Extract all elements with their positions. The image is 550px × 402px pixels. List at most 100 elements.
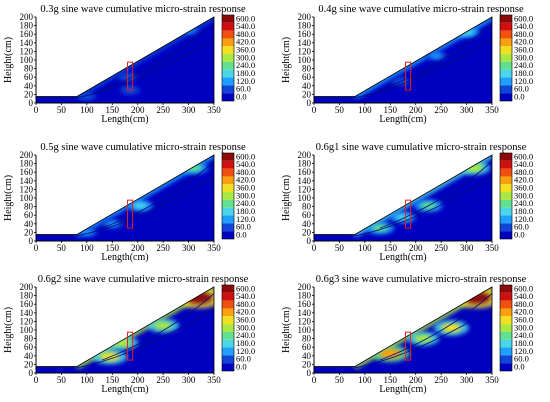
y-tick-label: 100	[20, 55, 34, 65]
contour-line	[76, 176, 214, 237]
y-tick-label: 60	[24, 342, 34, 352]
y-tick-label: 40	[24, 351, 34, 361]
y-tick-label: 100	[20, 325, 34, 335]
colorbar-swatch	[222, 69, 234, 78]
y-tick-label: 200	[20, 150, 34, 160]
colorbar-tick-label: 0.0	[236, 361, 247, 371]
x-axis-label: Length(cm)	[101, 384, 148, 395]
colorbar-tick-label: 600.0	[514, 283, 533, 293]
x-tick-label: 100	[358, 105, 372, 115]
colorbar-tick-label: 600.0	[514, 151, 533, 161]
x-tick-label: 50	[335, 105, 345, 115]
x-tick-label: 150	[106, 375, 120, 385]
x-tick-label: 100	[80, 375, 94, 385]
x-tick-label: 50	[57, 243, 67, 253]
y-tick-label: 80	[24, 202, 34, 212]
colorbar-tick-label: 0.0	[236, 229, 247, 239]
colorbar-swatch	[500, 93, 512, 101]
contour-line	[101, 293, 214, 361]
colorbar-swatch	[500, 38, 512, 47]
y-tick-label: 160	[20, 299, 34, 309]
chart-panel-1: 0.3g sine wave cumulative micro-strain r…	[3, 4, 255, 125]
y-tick-label: 140	[298, 308, 312, 318]
colorbar-tick-label: 0.0	[514, 91, 525, 101]
slope-domain	[314, 287, 492, 373]
x-tick-label: 250	[434, 105, 448, 115]
colorbar-swatch	[222, 285, 234, 293]
y-tick-label: 140	[20, 38, 34, 48]
y-tick-label: 0	[29, 236, 34, 246]
colorbar-swatch	[500, 199, 512, 208]
x-tick-label: 350	[485, 105, 499, 115]
x-tick-label: 250	[434, 243, 448, 253]
x-tick-label: 150	[384, 105, 398, 115]
x-tick-label: 300	[182, 375, 196, 385]
x-tick-label: 0	[34, 375, 39, 385]
colorbar-swatch	[222, 61, 234, 70]
colorbar-tick-label: 120.0	[514, 214, 533, 224]
x-tick-label: 0	[312, 375, 317, 385]
colorbar-tick-label: 480.0	[236, 167, 255, 177]
colorbar-swatch	[500, 30, 512, 39]
colorbar-swatch	[222, 176, 234, 185]
slope-domain	[314, 155, 492, 241]
x-tick-label: 0	[312, 105, 317, 115]
colorbar-tick-label: 540.0	[236, 159, 255, 169]
y-tick-label: 120	[20, 316, 34, 326]
colorbar-swatch	[222, 153, 234, 161]
y-tick-label: 0	[29, 98, 34, 108]
contour-line	[354, 38, 492, 99]
chart-panel-2: 0.4g sine wave cumulative micro-strain r…	[281, 4, 533, 125]
colorbar-frame	[221, 284, 235, 372]
x-tick-label: 200	[131, 375, 145, 385]
y-tick-label: 80	[302, 64, 312, 74]
colorbar-tick-label: 480.0	[514, 167, 533, 177]
x-tick-label: 100	[358, 243, 372, 253]
colorbar-tick-label: 120.0	[236, 346, 255, 356]
chart-title: 0.6g1 sine wave cumulative micro-strain …	[316, 142, 527, 153]
y-tick-label: 40	[302, 351, 312, 361]
monitor-box	[405, 331, 412, 361]
slope-domain	[36, 287, 214, 373]
chart-panel-5: 0.6g2 sine wave cumulative micro-strain …	[3, 274, 255, 395]
colorbar-frame	[499, 14, 513, 102]
x-tick-label: 0	[34, 105, 39, 115]
colorbar-swatch	[222, 363, 234, 371]
y-tick-label: 160	[298, 299, 312, 309]
y-tick-label: 40	[302, 219, 312, 229]
x-tick-label: 350	[485, 243, 499, 253]
contour-line	[354, 176, 492, 237]
colorbar-tick-label: 120.0	[236, 214, 255, 224]
y-tick-label: 120	[298, 316, 312, 326]
y-axis-label: Height(cm)	[3, 37, 14, 83]
colorbar-swatch	[222, 300, 234, 309]
x-tick-label: 200	[131, 243, 145, 253]
y-tick-label: 100	[298, 55, 312, 65]
y-tick-label: 180	[20, 21, 34, 31]
x-tick-label: 300	[182, 105, 196, 115]
x-tick-label: 50	[57, 105, 67, 115]
colorbar-tick-label: 300.0	[514, 190, 533, 200]
colorbar-swatch	[500, 46, 512, 55]
colorbar-tick-label: 420.0	[236, 37, 255, 47]
y-tick-label: 160	[20, 167, 34, 177]
colorbar-tick-label: 180.0	[236, 68, 255, 78]
y-tick-label: 200	[298, 150, 312, 160]
colorbar-tick-label: 600.0	[514, 13, 533, 23]
colorbar-tick-label: 480.0	[514, 299, 533, 309]
colorbar-tick-label: 300.0	[236, 322, 255, 332]
colorbar-tick-label: 240.0	[236, 198, 255, 208]
colorbar-tick-label: 60.0	[236, 354, 251, 364]
y-tick-label: 60	[302, 342, 312, 352]
chart-panel-6: 0.6g3 sine wave cumulative micro-strain …	[281, 274, 533, 395]
colorbar-tick-label: 240.0	[514, 60, 533, 70]
colorbar-swatch	[222, 46, 234, 55]
colorbar-swatch	[500, 285, 512, 293]
colorbar-swatch	[500, 231, 512, 239]
strain-hotspot	[395, 214, 411, 221]
colorbar-swatch	[500, 184, 512, 193]
colorbar-swatch	[500, 292, 512, 301]
colorbar-tick-label: 360.0	[514, 183, 533, 193]
colorbar-swatch	[222, 15, 234, 23]
y-tick-label: 100	[20, 193, 34, 203]
